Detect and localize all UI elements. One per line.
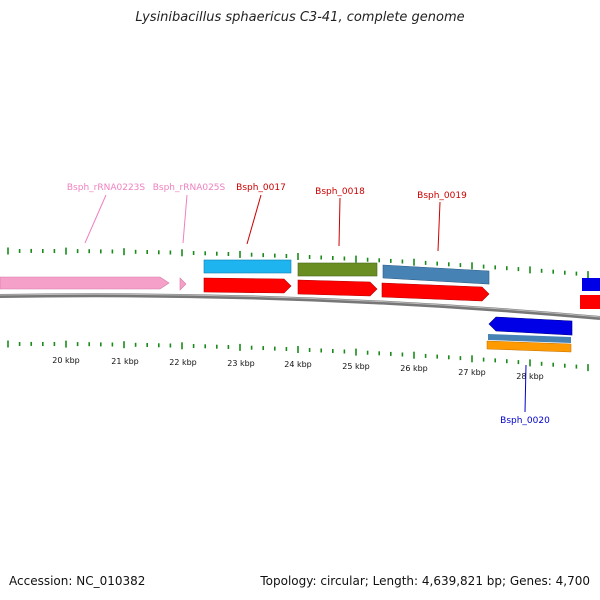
- leader-bsph-0019: [437, 201, 441, 252]
- scale-label-26kbp: 26 kbp: [400, 364, 428, 373]
- scale-label-23kbp: 23 kbp: [227, 359, 255, 368]
- leader-rrna025s: [182, 194, 188, 244]
- feature-cds-edge-red[interactable]: [580, 295, 600, 309]
- feature-rrna-2[interactable]: [179, 277, 187, 291]
- feature-gene-bsph-0019[interactable]: [382, 264, 490, 285]
- gene-label-rrna025s[interactable]: Bsph_rRNA025S: [153, 183, 226, 193]
- gene-label-bsph-0017[interactable]: Bsph_0017: [236, 183, 286, 193]
- gene-label-bsph-0018[interactable]: Bsph_0018: [315, 187, 365, 197]
- feature-gene-bsph-0020-steel[interactable]: [488, 334, 571, 343]
- scale-label-22kbp: 22 kbp: [169, 358, 197, 367]
- scale-label-24kbp: 24 kbp: [284, 360, 312, 369]
- genome-backbone: [0, 293, 600, 320]
- scale-labels: 20 kbp 21 kbp 22 kbp 23 kbp 24 kbp 25 kb…: [52, 356, 544, 381]
- feature-gene-bsph-0020-orange[interactable]: [486, 340, 572, 353]
- gene-label-bsph-0020[interactable]: Bsph_0020: [500, 416, 550, 426]
- feature-cds-bsph-0017[interactable]: [203, 277, 292, 294]
- scale-label-25kbp: 25 kbp: [342, 362, 370, 371]
- map-title: Lysinibacillus sphaericus C3-41, complet…: [135, 10, 465, 25]
- genome-summary: Topology: circular; Length: 4,639,821 bp…: [260, 574, 590, 588]
- feature-gene-edge-blue[interactable]: [582, 278, 600, 291]
- leader-bsph-0020: [524, 364, 527, 413]
- tick-row-top: [7, 247, 589, 279]
- accession-label: Accession: NC_010382: [9, 574, 146, 588]
- tick-row-bottom: [7, 340, 589, 372]
- leader-bsph-0018: [338, 197, 341, 247]
- feature-cds-bsph-0019[interactable]: [381, 282, 490, 302]
- feature-gene-bsph-0017[interactable]: [203, 259, 292, 274]
- genome-backbone-highlight: [0, 293, 600, 318]
- scale-label-28kbp: 28 kbp: [516, 372, 544, 381]
- feature-cds-bsph-0018[interactable]: [297, 279, 378, 297]
- feature-rrna-1[interactable]: [0, 276, 170, 290]
- gene-label-rrna0223s[interactable]: Bsph_rRNA0223S: [67, 183, 146, 193]
- gene-label-bsph-0019[interactable]: Bsph_0019: [417, 191, 467, 201]
- feature-gene-bsph-0018[interactable]: [297, 262, 378, 277]
- leader-bsph-0017: [246, 194, 262, 245]
- feature-gene-bsph-0020[interactable]: [488, 316, 573, 336]
- scale-label-27kbp: 27 kbp: [458, 368, 486, 377]
- scale-label-20kbp: 20 kbp: [52, 356, 80, 365]
- scale-label-21kbp: 21 kbp: [111, 357, 139, 366]
- leader-rrna0223s: [84, 194, 107, 244]
